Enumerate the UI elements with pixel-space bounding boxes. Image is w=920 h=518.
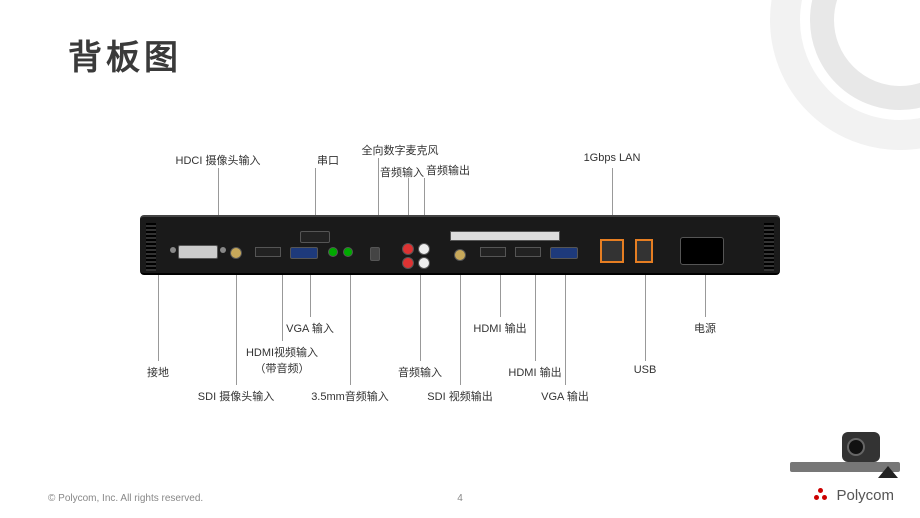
rear-panel bbox=[140, 215, 780, 275]
callout-label-vgaout: VGA 输出 bbox=[541, 388, 589, 404]
callout-line-ain bbox=[408, 178, 409, 215]
panel-label-strip bbox=[450, 231, 560, 241]
callout-line-a35 bbox=[350, 275, 351, 385]
port-usb bbox=[635, 239, 653, 263]
port-audio-35b bbox=[343, 247, 353, 257]
screw bbox=[170, 247, 176, 253]
callout-line-aout bbox=[424, 178, 425, 215]
callout-line-hdmi_in bbox=[282, 275, 283, 341]
callout-label-hdmio1: HDMI 输出 bbox=[473, 320, 526, 336]
port-dvi bbox=[178, 245, 218, 259]
port-power bbox=[680, 237, 724, 265]
callout-line-sdi_in bbox=[236, 275, 237, 385]
callout-label-hdmi_in: HDMI视频输入 （带音频） bbox=[246, 344, 318, 376]
callout-line-serial bbox=[315, 168, 316, 215]
callout-label-sdiout: SDI 视频输出 bbox=[427, 388, 492, 404]
callout-line-pwr bbox=[705, 275, 706, 317]
port-rca-2 bbox=[418, 243, 430, 255]
callout-line-hdmio2 bbox=[535, 275, 536, 361]
port-rca-3 bbox=[402, 257, 414, 269]
port-lan bbox=[600, 239, 624, 263]
callout-label-ain2: 音频输入 bbox=[398, 364, 442, 380]
callout-line-hdmio1 bbox=[500, 275, 501, 317]
callout-label-aout: 音频输出 bbox=[426, 162, 470, 178]
callout-label-vga_in: VGA 输入 bbox=[286, 320, 334, 336]
port-rca-4 bbox=[418, 257, 430, 269]
callout-line-mic bbox=[378, 158, 379, 215]
port-rca-1 bbox=[402, 243, 414, 255]
callout-label-serial: 串口 bbox=[317, 152, 339, 168]
screw bbox=[220, 247, 226, 253]
port-sdi-in bbox=[230, 247, 242, 259]
callout-label-sdi_in: SDI 摄像头输入 bbox=[198, 388, 274, 404]
footer-copyright: © Polycom, Inc. All rights reserved. bbox=[48, 493, 203, 504]
callout-line-lan bbox=[612, 168, 613, 215]
callout-line-ain2 bbox=[420, 275, 421, 361]
footer-page-number: 4 bbox=[457, 493, 463, 504]
callout-line-hdci bbox=[218, 168, 219, 215]
callout-label-pwr: 电源 bbox=[694, 320, 716, 336]
port-mic bbox=[370, 247, 380, 261]
footer-brand: Polycom bbox=[836, 487, 894, 504]
port-vga-in bbox=[290, 247, 318, 259]
callout-label-a35: 3.5mm音频输入 bbox=[311, 388, 389, 404]
callout-label-lan: 1Gbps LAN bbox=[584, 152, 641, 164]
port-sdi-out bbox=[454, 249, 466, 261]
callout-label-usb: USB bbox=[634, 364, 657, 376]
callout-line-sdiout bbox=[460, 275, 461, 385]
callout-label-ain: 音频输入 bbox=[380, 164, 424, 180]
port-audio-35a bbox=[328, 247, 338, 257]
callout-line-usb bbox=[645, 275, 646, 361]
callout-line-vga_in bbox=[310, 275, 311, 317]
callout-label-gnd: 接地 bbox=[147, 364, 169, 380]
callout-label-mic: 全向数字麦克风 bbox=[362, 142, 439, 158]
callout-line-gnd bbox=[158, 275, 159, 361]
port-hdmi-in bbox=[255, 247, 281, 257]
callout-label-hdci: HDCI 摄像头输入 bbox=[176, 152, 261, 168]
port-serial bbox=[300, 231, 330, 243]
device-thumbnail bbox=[790, 418, 900, 478]
footer-logo: Polycom bbox=[812, 486, 894, 504]
callout-label-hdmio2: HDMI 输出 bbox=[508, 364, 561, 380]
port-hdmi-out-2 bbox=[515, 247, 541, 257]
page-title: 背板图 bbox=[68, 30, 182, 79]
callout-line-vgaout bbox=[565, 275, 566, 385]
port-hdmi-out-1 bbox=[480, 247, 506, 257]
polycom-logo-icon bbox=[812, 486, 830, 504]
port-vga-out bbox=[550, 247, 578, 259]
